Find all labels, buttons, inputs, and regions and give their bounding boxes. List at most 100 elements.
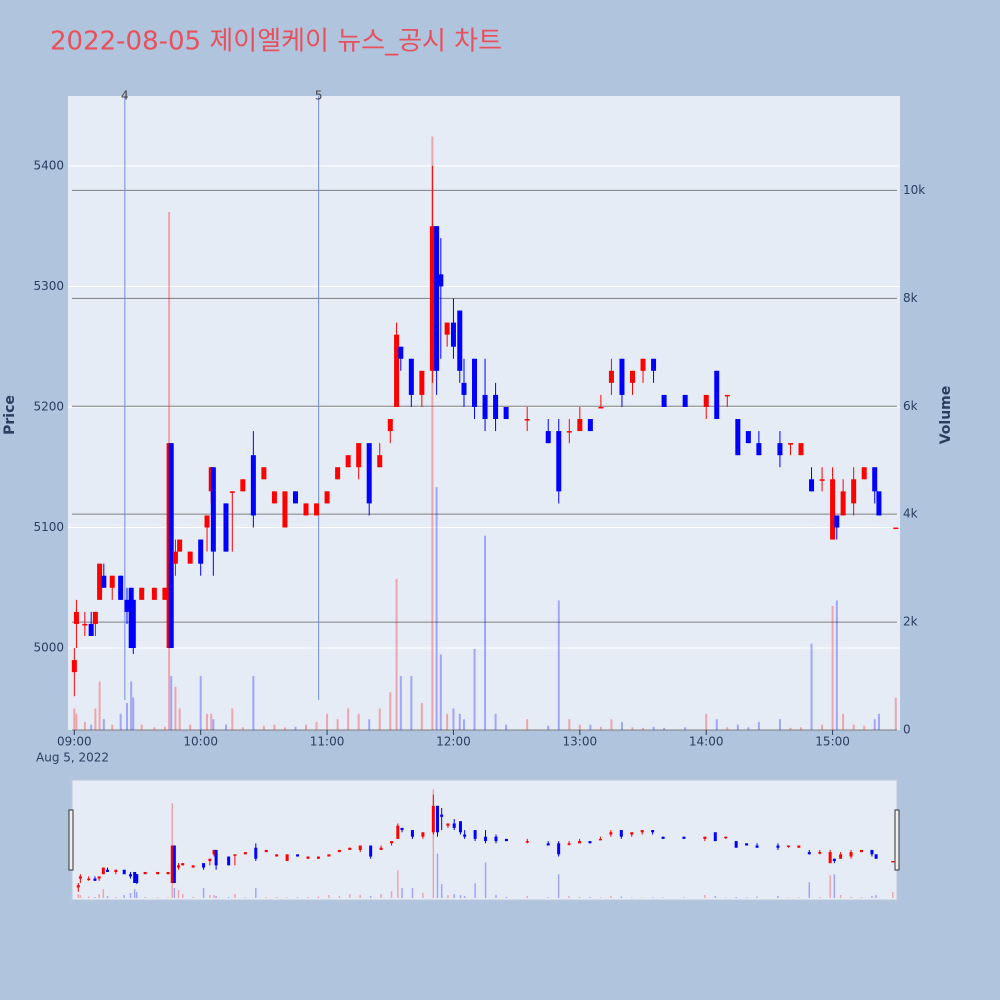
volume-bar	[446, 713, 449, 730]
candle-body	[619, 830, 623, 837]
volume-bar	[98, 894, 100, 898]
volume-bar	[275, 897, 278, 898]
candle-body	[139, 587, 145, 600]
candle-body	[122, 869, 126, 875]
candle-body	[431, 805, 435, 833]
candle-body	[609, 832, 613, 835]
candle-body	[212, 849, 216, 855]
candle-body	[436, 805, 440, 833]
candle-body	[210, 467, 216, 552]
candle-body	[254, 847, 258, 859]
volume-bar	[505, 897, 508, 898]
candle-body	[177, 865, 181, 868]
volume-bar	[704, 895, 706, 898]
candle-body	[101, 867, 105, 875]
volume-bar	[213, 895, 215, 898]
volume-bar	[495, 895, 497, 898]
volume-bar	[401, 888, 403, 898]
candle-body	[282, 491, 288, 528]
volume-bar	[189, 724, 192, 730]
candle-body	[97, 563, 103, 600]
volume-bar	[102, 889, 105, 898]
candle-body	[703, 836, 707, 839]
volume-bar	[547, 897, 549, 898]
candle-body	[735, 419, 741, 456]
candle-body	[776, 845, 780, 848]
candle-body	[377, 455, 383, 468]
candle-body	[713, 832, 717, 842]
candle-body	[807, 852, 811, 855]
volume-bar	[163, 726, 166, 730]
candle-body	[598, 406, 604, 409]
volume-bar	[170, 676, 173, 730]
volume-bar	[315, 721, 318, 730]
candle-body	[876, 491, 882, 516]
candle-body	[434, 226, 440, 371]
candle-body	[369, 845, 373, 857]
volume-bar	[833, 874, 836, 898]
volume-bar	[79, 895, 82, 898]
x-tick-label: 10:00	[183, 735, 218, 749]
volume-bar	[458, 713, 461, 730]
volume-bar	[800, 727, 803, 730]
volume-bar	[835, 600, 838, 730]
volume-bar	[296, 897, 299, 898]
candle-body	[327, 854, 331, 857]
volume-bar	[202, 888, 205, 898]
candle-body	[777, 443, 783, 456]
candle-body	[229, 491, 235, 493]
candle-body	[261, 467, 267, 480]
volume-bar	[129, 893, 132, 898]
candle-body	[143, 871, 147, 875]
volume-bar	[173, 888, 176, 898]
candle-body	[494, 836, 498, 842]
volume-bar	[829, 875, 831, 898]
candle-body	[446, 823, 450, 826]
candle-body	[429, 226, 435, 371]
candle-body	[387, 419, 393, 432]
candle-body	[834, 515, 840, 528]
volume-bar	[241, 727, 244, 730]
volume-bar	[892, 892, 894, 898]
candle-body	[450, 322, 456, 347]
volume-bar	[663, 727, 666, 730]
candle-body	[118, 575, 124, 600]
volume-bar	[440, 884, 443, 898]
volume-bar	[778, 719, 781, 730]
candle-body	[525, 841, 529, 843]
candle-body	[482, 394, 488, 420]
volume-bar	[380, 894, 382, 898]
candle-body	[798, 443, 804, 456]
candle-body	[682, 836, 686, 839]
candle-body	[872, 467, 878, 492]
candle-body	[93, 878, 97, 881]
volume-bar	[652, 726, 655, 730]
x-tick-label: 13:00	[563, 735, 598, 749]
volume-bar	[462, 719, 465, 730]
y2-tick-label: 8k	[903, 291, 918, 305]
volume-bar	[181, 894, 184, 898]
candle-body	[358, 845, 362, 850]
candle-body	[324, 491, 330, 504]
candle-body	[504, 838, 508, 842]
volume-bar	[484, 535, 487, 730]
candle-body	[106, 869, 110, 872]
candle-body	[198, 539, 204, 564]
candle-body	[797, 845, 801, 848]
candle-body	[619, 358, 625, 395]
y-tick-label: 5200	[33, 399, 64, 413]
candle-body	[156, 871, 160, 875]
volume-bar	[192, 897, 194, 898]
candle-body	[151, 587, 157, 600]
volume-bar	[863, 725, 866, 730]
volume-bar	[283, 727, 286, 730]
volume-bar	[252, 676, 255, 730]
volume-bar	[209, 895, 211, 898]
candle-body	[275, 854, 279, 857]
candle-body	[172, 551, 178, 564]
volume-bar	[526, 719, 529, 730]
candle-body	[390, 841, 394, 844]
volume-bar	[557, 874, 560, 898]
candle-body	[891, 860, 895, 863]
